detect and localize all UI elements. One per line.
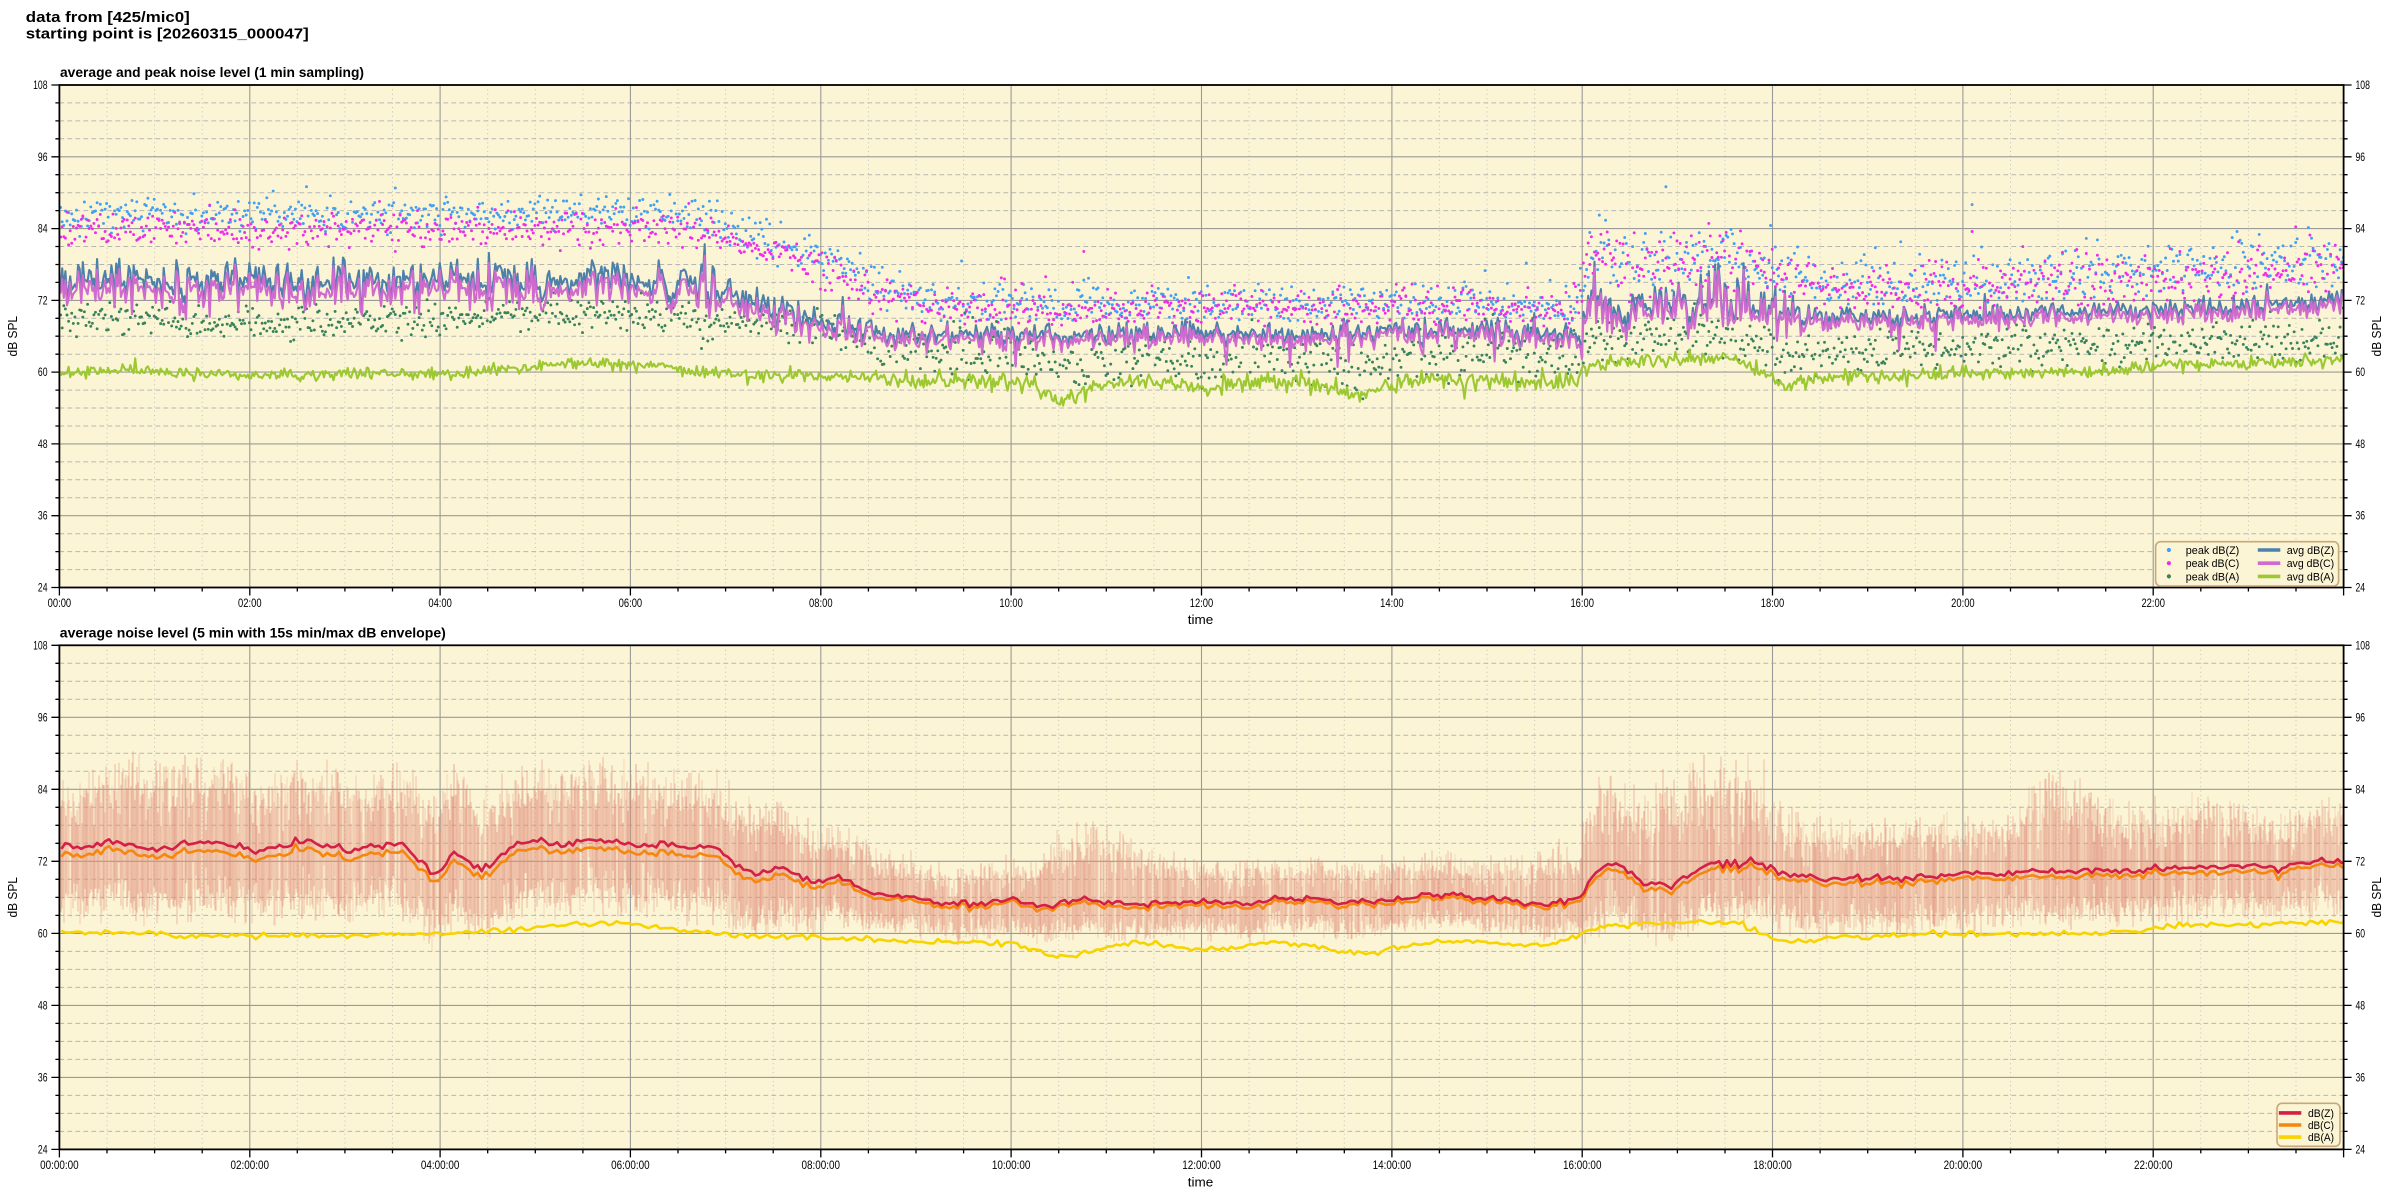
svg-text:72: 72 <box>38 295 48 307</box>
svg-text:10:00: 10:00 <box>999 598 1023 610</box>
svg-text:12:00:00: 12:00:00 <box>1182 1160 1221 1172</box>
svg-text:14:00:00: 14:00:00 <box>1373 1160 1412 1172</box>
svg-text:dB(A): dB(A) <box>2308 1132 2334 1144</box>
svg-text:36: 36 <box>2356 511 2366 523</box>
svg-text:84: 84 <box>38 224 48 236</box>
svg-text:02:00: 02:00 <box>238 598 262 610</box>
svg-text:48: 48 <box>38 1000 48 1012</box>
svg-text:12:00: 12:00 <box>1190 598 1214 610</box>
svg-text:16:00:00: 16:00:00 <box>1563 1160 1602 1172</box>
svg-text:avg dB(C): avg dB(C) <box>2287 558 2335 570</box>
svg-text:96: 96 <box>2356 152 2366 164</box>
svg-text:average noise level (5 min wit: average noise level (5 min with 15s min/… <box>60 626 446 641</box>
svg-text:08:00:00: 08:00:00 <box>802 1160 841 1172</box>
svg-text:36: 36 <box>2356 1072 2366 1084</box>
svg-text:time: time <box>1188 1174 1214 1189</box>
svg-text:60: 60 <box>38 928 48 940</box>
svg-text:20:00: 20:00 <box>1951 598 1975 610</box>
svg-text:peak dB(Z): peak dB(Z) <box>2186 545 2240 557</box>
svg-text:48: 48 <box>38 439 48 451</box>
svg-text:16:00: 16:00 <box>1570 598 1594 610</box>
svg-text:10:00:00: 10:00:00 <box>992 1160 1031 1172</box>
svg-text:dB SPL: dB SPL <box>2370 316 2384 357</box>
svg-text:peak dB(A): peak dB(A) <box>2186 571 2240 583</box>
svg-text:72: 72 <box>2356 295 2366 307</box>
svg-text:00:00: 00:00 <box>48 598 72 610</box>
svg-text:peak dB(C): peak dB(C) <box>2186 558 2240 570</box>
svg-text:02:00:00: 02:00:00 <box>231 1160 270 1172</box>
svg-text:06:00:00: 06:00:00 <box>611 1160 650 1172</box>
svg-text:18:00:00: 18:00:00 <box>1753 1160 1792 1172</box>
svg-text:84: 84 <box>38 784 48 796</box>
svg-text:data from [425/mic0]: data from [425/mic0] <box>26 10 190 26</box>
svg-text:96: 96 <box>38 712 48 724</box>
svg-text:108: 108 <box>2356 640 2370 652</box>
svg-text:avg dB(Z): avg dB(Z) <box>2287 545 2335 557</box>
svg-text:24: 24 <box>2356 1144 2366 1156</box>
svg-text:dB(C): dB(C) <box>2308 1120 2334 1132</box>
svg-text:dB SPL: dB SPL <box>6 316 20 357</box>
svg-text:14:00: 14:00 <box>1380 598 1404 610</box>
svg-text:dB SPL: dB SPL <box>2370 877 2384 918</box>
svg-text:84: 84 <box>2356 224 2366 236</box>
svg-text:48: 48 <box>2356 1000 2366 1012</box>
svg-text:dB(Z): dB(Z) <box>2308 1108 2334 1120</box>
svg-text:time: time <box>1188 612 1214 627</box>
svg-text:average and peak noise level (: average and peak noise level (1 min samp… <box>60 65 364 80</box>
svg-text:dB SPL: dB SPL <box>6 877 20 918</box>
svg-text:22:00: 22:00 <box>2141 598 2165 610</box>
svg-text:24: 24 <box>38 583 48 595</box>
svg-text:72: 72 <box>2356 856 2366 868</box>
svg-text:08:00: 08:00 <box>809 598 833 610</box>
svg-text:96: 96 <box>2356 712 2366 724</box>
svg-text:36: 36 <box>38 1072 48 1084</box>
svg-text:04:00: 04:00 <box>428 598 452 610</box>
svg-text:84: 84 <box>2356 784 2366 796</box>
svg-text:108: 108 <box>33 640 47 652</box>
svg-text:00:00:00: 00:00:00 <box>40 1160 79 1172</box>
svg-text:avg dB(A): avg dB(A) <box>2287 571 2335 583</box>
svg-text:24: 24 <box>38 1144 48 1156</box>
svg-text:72: 72 <box>38 856 48 868</box>
svg-text:96: 96 <box>38 152 48 164</box>
svg-text:48: 48 <box>2356 439 2366 451</box>
svg-text:24: 24 <box>2356 583 2366 595</box>
svg-text:108: 108 <box>33 80 47 92</box>
svg-text:36: 36 <box>38 511 48 523</box>
svg-text:108: 108 <box>2356 80 2370 92</box>
svg-text:20:00:00: 20:00:00 <box>1944 1160 1983 1172</box>
svg-text:60: 60 <box>2356 367 2366 379</box>
svg-text:60: 60 <box>38 367 48 379</box>
svg-text:06:00: 06:00 <box>619 598 643 610</box>
svg-text:18:00: 18:00 <box>1761 598 1785 610</box>
svg-text:starting point is [20260315_00: starting point is [20260315_000047] <box>26 27 309 43</box>
svg-text:04:00:00: 04:00:00 <box>421 1160 460 1172</box>
svg-text:22:00:00: 22:00:00 <box>2134 1160 2173 1172</box>
svg-text:60: 60 <box>2356 928 2366 940</box>
